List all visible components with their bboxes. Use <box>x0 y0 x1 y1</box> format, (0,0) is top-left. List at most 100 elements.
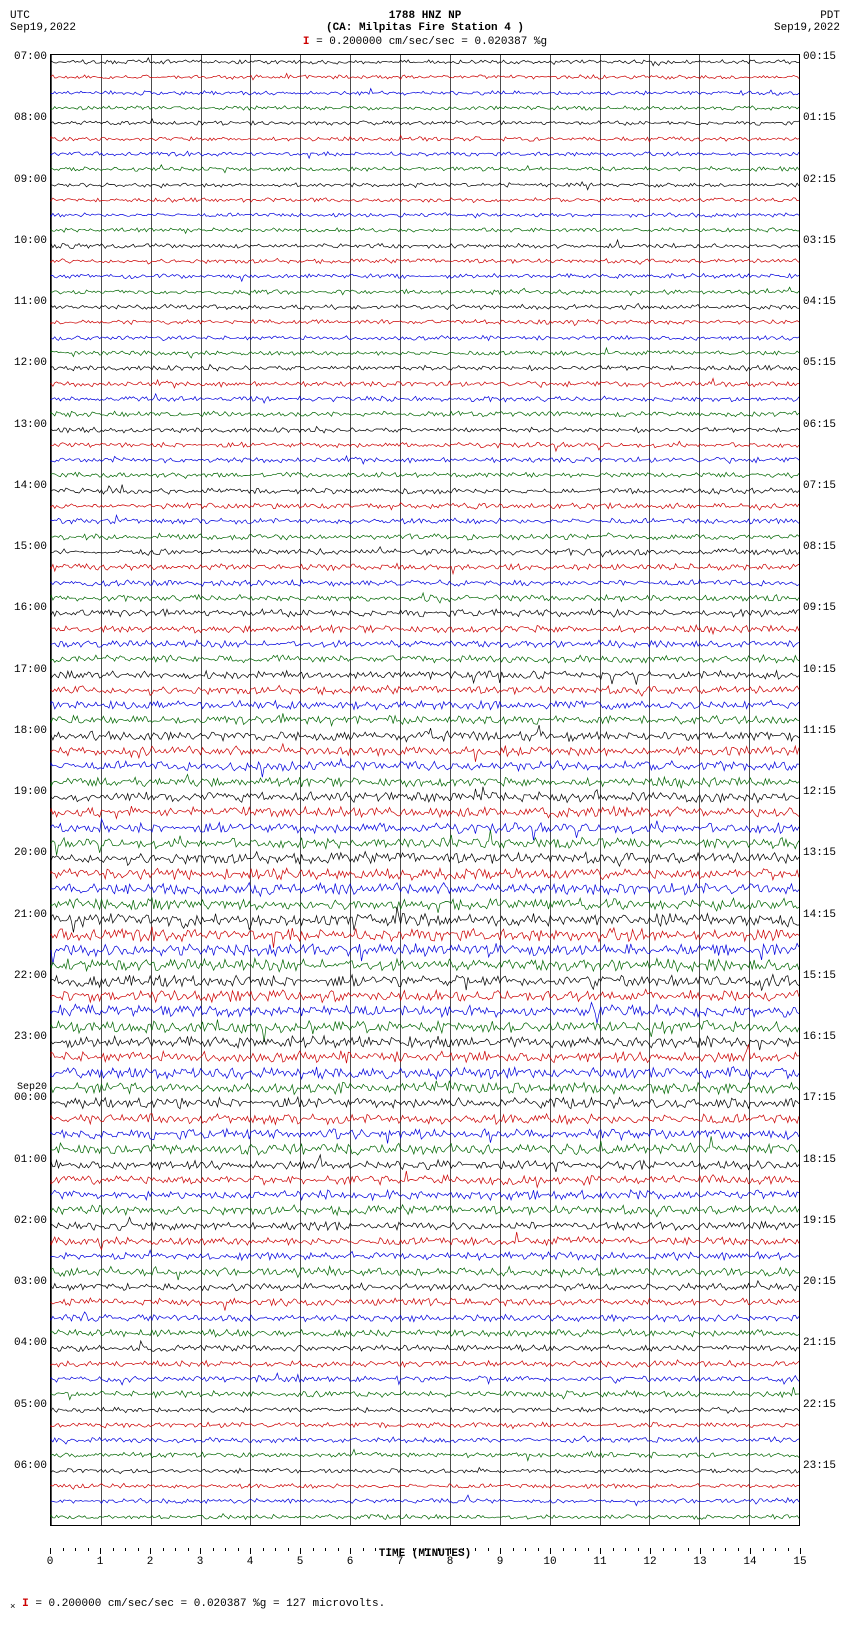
utc-hour-label: 15:00 <box>13 541 47 553</box>
x-tick-minor <box>663 1548 664 1551</box>
pdt-hour-label: 06:15 <box>803 419 837 431</box>
x-tick-minor <box>188 1548 189 1551</box>
utc-hour-label: 00:00 <box>13 1092 47 1104</box>
x-tick-label: 3 <box>197 1556 204 1568</box>
pdt-hour-label: 04:15 <box>803 296 837 308</box>
utc-hour-label: 13:00 <box>13 419 47 431</box>
x-tick-minor <box>275 1548 276 1551</box>
pdt-hour-label: 12:15 <box>803 786 837 798</box>
x-tick <box>750 1548 751 1554</box>
x-tick-label: 14 <box>743 1556 756 1568</box>
pdt-hour-label: 02:15 <box>803 174 837 186</box>
x-tick <box>500 1548 501 1554</box>
pdt-hour-label: 08:15 <box>803 541 837 553</box>
x-tick <box>300 1548 301 1554</box>
x-tick <box>200 1548 201 1554</box>
x-tick-label: 10 <box>543 1556 556 1568</box>
station-code: 1788 HNZ NP <box>90 10 760 22</box>
x-tick-minor <box>175 1548 176 1551</box>
utc-label: UTC <box>10 10 90 22</box>
pdt-hour-label: 03:15 <box>803 235 837 247</box>
x-tick-minor <box>625 1548 626 1551</box>
pdt-hour-label: 10:15 <box>803 664 837 676</box>
x-tick-label: 13 <box>693 1556 706 1568</box>
x-tick-label: 4 <box>247 1556 254 1568</box>
utc-hour-label: 09:00 <box>13 174 47 186</box>
x-tick-minor <box>688 1548 689 1551</box>
date-change-marker: Sep20 <box>13 1082 47 1093</box>
x-tick-minor <box>525 1548 526 1551</box>
utc-hour-label: 19:00 <box>13 786 47 798</box>
x-tick <box>700 1548 701 1554</box>
pdt-hour-label: 17:15 <box>803 1092 837 1104</box>
header: UTC Sep19,2022 1788 HNZ NP (CA: Milpitas… <box>10 10 840 34</box>
x-tick-minor <box>263 1548 264 1551</box>
x-tick-minor <box>588 1548 589 1551</box>
x-tick-minor <box>375 1548 376 1551</box>
x-tick <box>450 1548 451 1554</box>
utc-hour-label: 23:00 <box>13 1031 47 1043</box>
x-axis: TIME (MINUTES) 0123456789101112131415 <box>50 1548 800 1588</box>
pdt-hour-label: 11:15 <box>803 725 837 737</box>
utc-hour-label: 07:00 <box>13 51 47 63</box>
x-tick-minor <box>575 1548 576 1551</box>
utc-hour-label: 17:00 <box>13 664 47 676</box>
x-tick-minor <box>313 1548 314 1551</box>
x-tick-label: 0 <box>47 1556 54 1568</box>
x-tick-minor <box>475 1548 476 1551</box>
x-tick-minor <box>638 1548 639 1551</box>
x-tick-label: 15 <box>793 1556 806 1568</box>
utc-hour-label: 12:00 <box>13 357 47 369</box>
x-tick-minor <box>425 1548 426 1551</box>
x-tick-label: 6 <box>347 1556 354 1568</box>
pdt-hour-label: 15:15 <box>803 970 837 982</box>
pdt-hour-label: 01:15 <box>803 112 837 124</box>
x-tick-minor <box>338 1548 339 1551</box>
x-tick-label: 2 <box>147 1556 154 1568</box>
pdt-hour-label: 18:15 <box>803 1154 837 1166</box>
x-tick-minor <box>738 1548 739 1551</box>
pdt-hour-label: 09:15 <box>803 602 837 614</box>
x-tick <box>800 1548 801 1554</box>
seismogram-chart: 07:0000:1508:0001:1509:0002:1510:0003:15… <box>50 54 800 1526</box>
pdt-hour-label: 07:15 <box>803 480 837 492</box>
utc-hour-label: 04:00 <box>13 1337 47 1349</box>
x-tick-label: 1 <box>97 1556 104 1568</box>
x-tick <box>650 1548 651 1554</box>
x-tick <box>50 1548 51 1554</box>
station-name: (CA: Milpitas Fire Station 4 ) <box>90 22 760 34</box>
x-tick-label: 11 <box>593 1556 606 1568</box>
x-tick-minor <box>463 1548 464 1551</box>
utc-hour-label: 18:00 <box>13 725 47 737</box>
x-tick-minor <box>88 1548 89 1551</box>
x-tick-label: 9 <box>497 1556 504 1568</box>
x-tick-minor <box>675 1548 676 1551</box>
x-tick-label: 7 <box>397 1556 404 1568</box>
x-tick-minor <box>213 1548 214 1551</box>
x-tick-minor <box>325 1548 326 1551</box>
utc-hour-label: 20:00 <box>13 847 47 859</box>
pdt-hour-label: 19:15 <box>803 1215 837 1227</box>
x-tick-minor <box>125 1548 126 1551</box>
gridline-minute <box>799 55 800 1525</box>
x-tick <box>100 1548 101 1554</box>
x-tick-minor <box>763 1548 764 1551</box>
pdt-hour-label: 16:15 <box>803 1031 837 1043</box>
x-tick-minor <box>563 1548 564 1551</box>
utc-hour-label: 01:00 <box>13 1154 47 1166</box>
pdt-hour-label: 14:15 <box>803 909 837 921</box>
utc-hour-label: 05:00 <box>13 1399 47 1411</box>
x-tick <box>250 1548 251 1554</box>
utc-hour-label: 11:00 <box>13 296 47 308</box>
utc-hour-label: 21:00 <box>13 909 47 921</box>
x-tick-minor <box>713 1548 714 1551</box>
scale-indicator: I = 0.200000 cm/sec/sec = 0.020387 %g <box>10 36 840 48</box>
utc-hour-label: 06:00 <box>13 1460 47 1472</box>
x-tick-minor <box>288 1548 289 1551</box>
pdt-label: PDT <box>760 10 840 22</box>
x-tick-minor <box>388 1548 389 1551</box>
x-tick-minor <box>363 1548 364 1551</box>
x-tick-minor <box>513 1548 514 1551</box>
pdt-hour-label: 20:15 <box>803 1276 837 1288</box>
x-tick-minor <box>138 1548 139 1551</box>
